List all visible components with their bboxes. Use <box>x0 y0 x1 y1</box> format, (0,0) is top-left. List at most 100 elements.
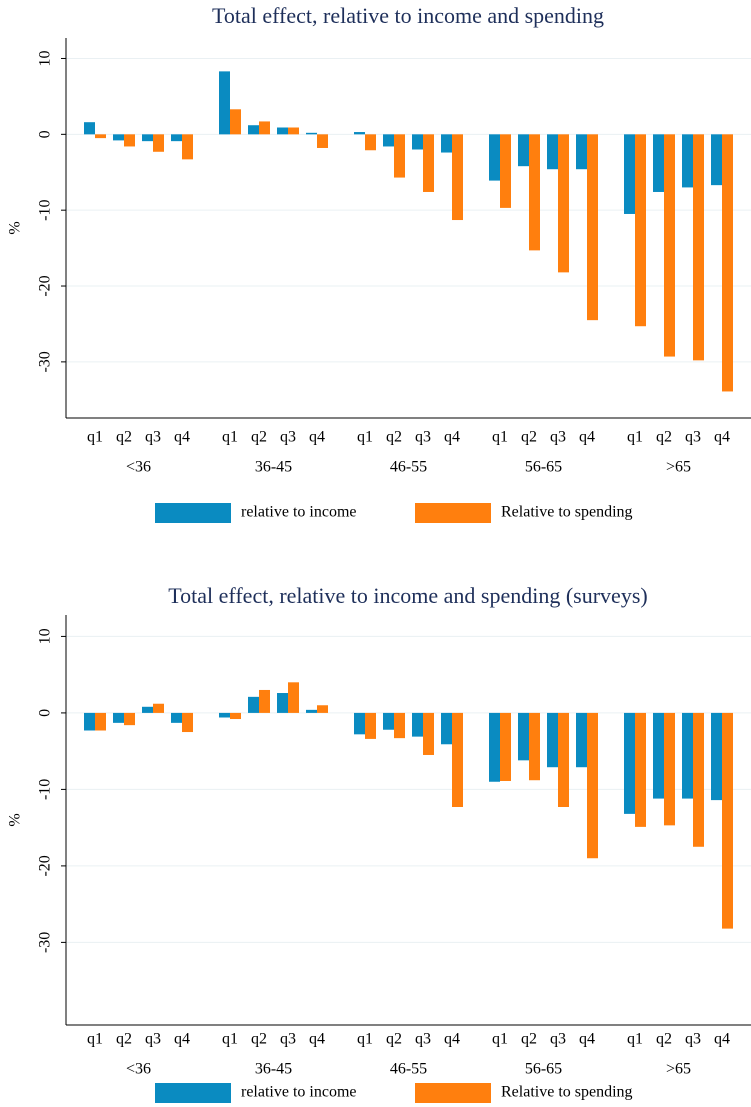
group-label: 56-65 <box>525 459 562 476</box>
bar <box>365 712 376 739</box>
x-tick-label: q2 <box>386 429 402 446</box>
x-tick-label: q3 <box>145 1031 161 1048</box>
bar <box>558 134 569 273</box>
group-label: <36 <box>126 459 151 476</box>
x-tick-label: q4 <box>579 1031 595 1048</box>
y-tick-label: -10 <box>37 779 54 800</box>
bar <box>635 134 646 327</box>
legend-label: Relative to spending <box>501 504 633 521</box>
x-tick-label: q2 <box>386 1031 402 1048</box>
bar <box>682 134 693 188</box>
x-tick-label: q4 <box>444 429 460 446</box>
x-tick-label: q2 <box>251 1031 267 1048</box>
bar <box>412 712 423 737</box>
x-tick-label: q1 <box>222 429 238 446</box>
bar <box>182 712 193 733</box>
bar <box>711 712 722 801</box>
group-label: 36-45 <box>255 459 292 476</box>
group-label: 46-55 <box>390 459 427 476</box>
y-tick-label: -10 <box>37 200 54 221</box>
x-tick-label: q4 <box>714 429 730 446</box>
x-tick-label: q2 <box>656 429 672 446</box>
legend-swatch <box>155 503 231 523</box>
bar <box>182 134 193 160</box>
x-tick-label: q3 <box>280 1031 296 1048</box>
bar <box>124 712 135 726</box>
legend-swatch <box>415 1083 491 1103</box>
bar <box>259 689 270 713</box>
x-tick-label: q1 <box>492 429 508 446</box>
bar <box>500 134 511 208</box>
legend-swatch <box>415 503 491 523</box>
x-tick-label: q1 <box>87 1031 103 1048</box>
x-tick-label: q3 <box>550 429 566 446</box>
bar <box>383 712 394 730</box>
x-tick-label: q4 <box>174 429 190 446</box>
bar <box>317 705 328 713</box>
group-label: <36 <box>126 1061 151 1078</box>
bar <box>576 712 587 768</box>
bar <box>653 134 664 192</box>
x-tick-label: q4 <box>174 1031 190 1048</box>
chart: Total effect, relative to income and spe… <box>7 3 751 523</box>
bar <box>624 134 635 214</box>
bar <box>259 121 270 135</box>
chart-title: Total effect, relative to income and spe… <box>168 583 647 608</box>
y-tick-label: 10 <box>37 628 54 644</box>
y-tick-label: 0 <box>37 709 54 717</box>
bar <box>394 712 405 739</box>
legend-swatch <box>155 1083 231 1103</box>
bar <box>365 134 376 151</box>
bar <box>452 712 463 807</box>
bar <box>288 682 299 713</box>
bar <box>248 125 259 135</box>
group-label: >65 <box>666 1061 691 1078</box>
legend-label: relative to income <box>241 1084 357 1101</box>
bar <box>500 712 511 781</box>
chart-title: Total effect, relative to income and spe… <box>212 3 604 28</box>
bar <box>576 134 587 170</box>
bar <box>277 127 288 135</box>
bar <box>441 712 452 745</box>
bar <box>354 712 365 735</box>
x-tick-label: q1 <box>87 429 103 446</box>
x-tick-label: q3 <box>685 1031 701 1048</box>
bar <box>489 134 500 181</box>
x-tick-label: q3 <box>685 429 701 446</box>
bar <box>142 706 153 713</box>
x-tick-label: q3 <box>550 1031 566 1048</box>
bar <box>306 132 317 135</box>
x-tick-label: q1 <box>627 429 643 446</box>
bar <box>277 693 288 713</box>
x-tick-label: q3 <box>415 1031 431 1048</box>
bar <box>518 134 529 167</box>
bar <box>95 712 106 731</box>
group-label: 46-55 <box>390 1061 427 1078</box>
bar <box>142 134 153 142</box>
bar <box>113 712 124 723</box>
bar <box>664 712 675 826</box>
bar <box>558 712 569 807</box>
bar <box>383 134 394 147</box>
bar <box>153 703 164 713</box>
bar <box>219 712 230 718</box>
y-tick-label: 0 <box>37 130 54 138</box>
y-tick-label: -20 <box>37 855 54 876</box>
bar <box>95 134 106 139</box>
x-tick-label: q3 <box>145 429 161 446</box>
bar <box>635 712 646 827</box>
bar <box>653 712 664 799</box>
group-label: 36-45 <box>255 1061 292 1078</box>
y-tick-label: -30 <box>37 932 54 953</box>
x-tick-label: q1 <box>357 1031 373 1048</box>
bar <box>113 134 124 141</box>
x-tick-label: q1 <box>627 1031 643 1048</box>
bar <box>547 712 558 768</box>
bar <box>84 712 95 731</box>
bar <box>153 134 164 152</box>
x-tick-label: q2 <box>116 1031 132 1048</box>
bar <box>288 127 299 135</box>
x-tick-label: q1 <box>357 429 373 446</box>
bar <box>682 712 693 799</box>
